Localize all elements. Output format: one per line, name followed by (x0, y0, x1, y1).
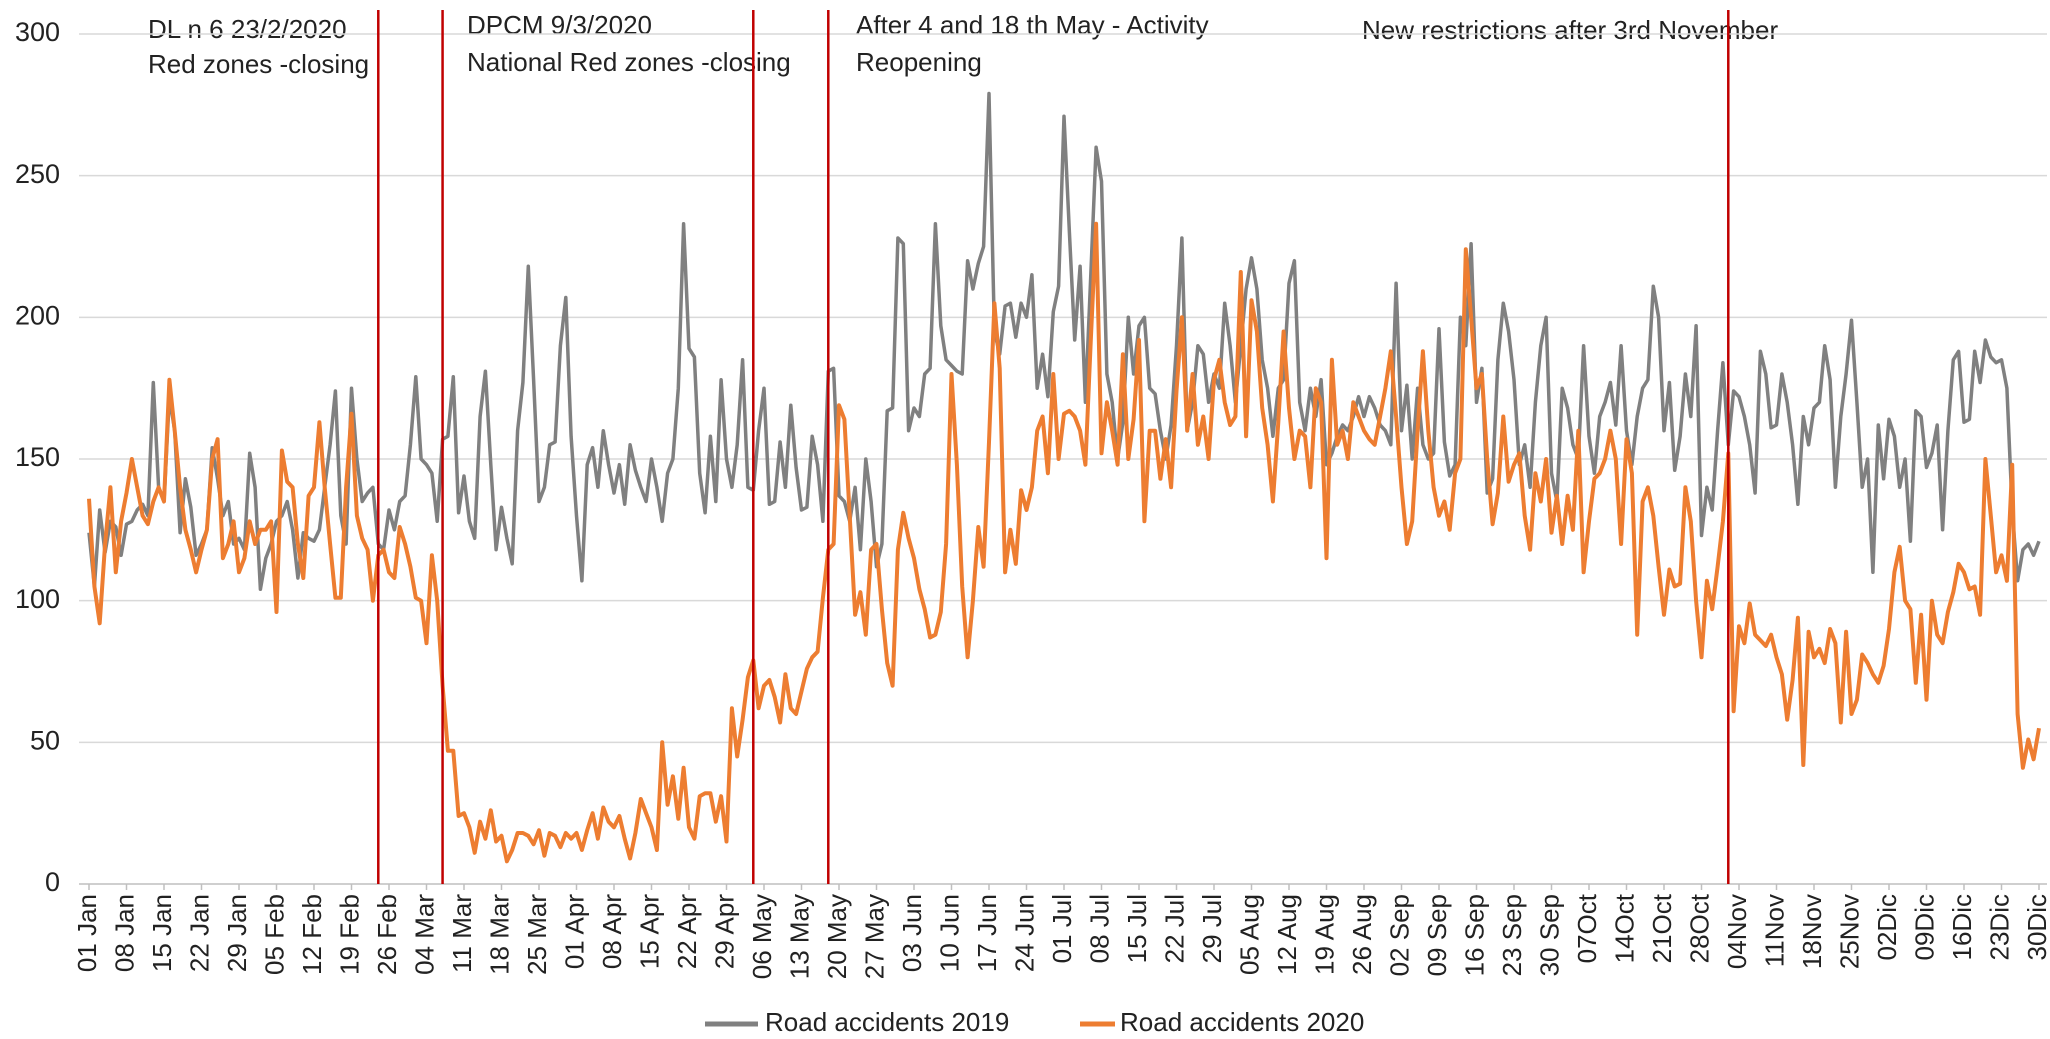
y-tick-label: 250 (15, 159, 60, 189)
x-tick-label: 30 Sep (1534, 894, 1564, 976)
x-tick-label: 04 Mar (409, 894, 439, 975)
annotation-text: Red zones -closing (148, 49, 369, 79)
x-tick-label: 02Dic (1872, 894, 1902, 960)
x-tick-label: 29 Apr (709, 894, 739, 970)
series-line (87, 91, 2041, 592)
x-tick-label: 18Nov (1797, 894, 1827, 969)
annotation-text: Reopening (856, 47, 982, 77)
annotation-text: New restrictions after 3rd November (1362, 15, 1778, 45)
annotation-text: DL n 6 23/2/2020 (148, 14, 347, 44)
legend-label: Road accidents 2020 (1120, 1007, 1364, 1037)
x-tick-label: 09Dic (1909, 894, 1939, 960)
x-tick-label: 30Dic (2022, 894, 2050, 960)
x-tick-label: 28Oct (1684, 893, 1714, 963)
x-tick-label: 12 Aug (1272, 894, 1302, 975)
x-tick-label: 03 Jun (897, 894, 927, 972)
x-tick-label: 07Oct (1572, 893, 1602, 963)
x-tick-label: 15 Jan (147, 894, 177, 972)
x-tick-label: 17 Jun (972, 894, 1002, 972)
x-tick-label: 22 Jul (1159, 894, 1189, 963)
x-tick-label: 15 Apr (634, 894, 664, 970)
series-line (87, 221, 2041, 864)
annotation-text: After 4 and 18 th May - Activity (856, 10, 1209, 40)
x-tick-label: 11Nov (1759, 894, 1789, 967)
x-tick-label: 06 May (747, 894, 777, 979)
x-tick-label: 26 Feb (372, 894, 402, 975)
x-tick-label: 21Oct (1647, 893, 1677, 963)
x-tick-label: 01 Apr (559, 894, 589, 970)
x-tick-label: 18 Mar (484, 894, 514, 975)
x-tick-label: 02 Sep (1384, 894, 1414, 976)
x-tick-label: 08 Jan (109, 894, 139, 972)
x-tick-label: 19 Feb (334, 894, 364, 975)
x-tick-label: 16 Sep (1459, 894, 1489, 976)
x-tick-label: 16Dic (1947, 894, 1977, 960)
x-tick-label: 10 Jun (934, 894, 964, 972)
x-tick-label: 29 Jan (222, 894, 252, 972)
annotation-text: DPCM 9/3/2020 (467, 10, 652, 40)
x-tick-label: 20 May (822, 894, 852, 979)
x-tick-label: 23 Sep (1497, 894, 1527, 976)
y-tick-label: 200 (15, 300, 60, 330)
x-tick-label: 23Dic (1984, 894, 2014, 960)
x-tick-label: 24 Jun (1009, 894, 1039, 972)
x-tick-label: 05 Feb (259, 894, 289, 975)
x-tick-label: 22 Jan (184, 894, 214, 972)
x-tick-label: 19 Aug (1309, 894, 1339, 975)
x-tick-label: 27 May (859, 894, 889, 979)
x-tick-label: 15 Jul (1122, 894, 1152, 963)
x-tick-label: 09 Sep (1422, 894, 1452, 976)
x-tick-label: 01 Jan (72, 894, 102, 972)
y-tick-label: 100 (15, 584, 60, 614)
x-tick-label: 08 Apr (597, 894, 627, 970)
x-tick-label: 25 Mar (522, 894, 552, 975)
x-tick-label: 04Nov (1722, 894, 1752, 969)
x-tick-label: 13 May (784, 894, 814, 979)
x-tick-label: 05 Aug (1234, 894, 1264, 975)
x-tick-label: 01 Jul (1047, 894, 1077, 963)
legend-label: Road accidents 2019 (765, 1007, 1009, 1037)
x-tick-label: 25Nov (1834, 894, 1864, 969)
y-tick-label: 300 (15, 17, 60, 47)
y-tick-label: 0 (45, 867, 60, 897)
x-tick-label: 26 Aug (1347, 894, 1377, 975)
x-tick-label: 08 Jul (1084, 894, 1114, 963)
annotation-text: National Red zones -closing (467, 47, 791, 77)
x-tick-label: 11 Mar (447, 894, 477, 973)
x-tick-label: 14Oct (1609, 893, 1639, 963)
y-tick-label: 50 (30, 725, 60, 755)
x-tick-label: 12 Feb (297, 894, 327, 975)
x-tick-label: 29 Jul (1197, 894, 1227, 963)
x-tick-label: 22 Apr (672, 894, 702, 970)
y-tick-label: 150 (15, 442, 60, 472)
